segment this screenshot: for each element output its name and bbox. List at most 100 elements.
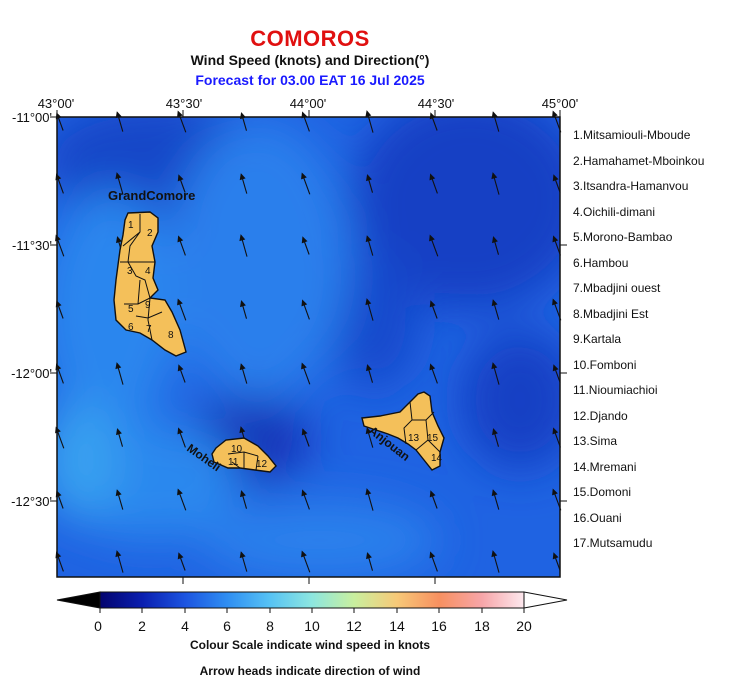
colorbar-tick: 0 (94, 618, 102, 634)
legend-item: 6.Hambou (573, 256, 629, 270)
legend-item: 9.Kartala (573, 332, 622, 346)
colorbar-tick: 6 (223, 618, 231, 634)
lon-label-45-00: 45°00' (541, 96, 579, 111)
wind-arrow-head (239, 551, 246, 559)
wind-arrow-head (491, 172, 498, 180)
region-number: 9 (145, 300, 151, 311)
wind-arrow-head (491, 489, 498, 497)
legend-item: 13.Sima (573, 434, 618, 448)
wind-arrow-head (429, 300, 436, 308)
region-number: 4 (145, 266, 151, 277)
region-number: 13 (408, 433, 420, 444)
wind-arrow-head (429, 234, 435, 242)
colorbar-tick: 18 (474, 618, 490, 634)
region-number: 15 (427, 433, 439, 444)
region-number: 6 (128, 322, 134, 333)
wind-arrow-head (177, 552, 184, 560)
wind-arrow-head (177, 298, 183, 306)
legend-item: 7.Mbadjini ouest (573, 281, 661, 295)
wind-arrow-head (552, 174, 559, 182)
lon-label-43-00: 43°00' (37, 96, 75, 111)
wind-arrow-head (365, 235, 372, 243)
legend-item: 11.Nioumiachioi (573, 383, 658, 397)
colorbar: 0 2 4 6 8 10 12 14 16 18 20 (56, 591, 568, 634)
wind-arrow-head (552, 552, 559, 560)
moheli-island (211, 437, 277, 473)
legend-item: 12.Djando (573, 409, 628, 423)
wind-arrow-head (366, 364, 372, 372)
forecast-time: Forecast for 03.00 EAT 16 Jul 2025 (195, 72, 425, 88)
wind-arrow-head (115, 362, 122, 370)
wind-arrows (55, 110, 562, 573)
wind-arrow-head (301, 236, 308, 244)
wind-arrow-head (491, 362, 498, 370)
region-number: 1 (128, 220, 134, 231)
colorbar-tick: 20 (516, 618, 532, 634)
legend-item: 16.Ouani (573, 511, 622, 525)
anjouan-island (361, 391, 445, 471)
wind-arrow-head (301, 489, 308, 497)
map-subtitle: Wind Speed (knots) and Direction(°) (190, 52, 430, 68)
legend-item: 8.Mbadjini Est (573, 307, 649, 321)
region-number: 3 (127, 266, 133, 277)
wind-arrow-head (365, 110, 372, 118)
wind-arrow-head (492, 428, 498, 436)
legend-item: 1.Mitsamiouli-Mboude (573, 128, 691, 142)
wind-arrow-head (429, 363, 436, 371)
region-number: 12 (256, 459, 268, 470)
wind-arrow-head (365, 427, 372, 435)
region-number: 2 (147, 228, 153, 239)
map-frame (50, 110, 567, 584)
wind-arrow-head (365, 298, 372, 306)
legend-item: 5.Morono-Bambao (573, 230, 673, 244)
wind-arrow-head (552, 298, 558, 306)
grand-comore-label: GrandComore (108, 188, 195, 203)
region-number: 7 (146, 324, 152, 335)
legend-item: 4.Oichili-dimani (573, 205, 656, 219)
colorbar-tick: 10 (304, 618, 320, 634)
wind-arrow-head (239, 363, 246, 371)
wind-arrow-head (240, 490, 246, 498)
wind-arrow-head (552, 235, 559, 243)
wind-arrow-head (552, 110, 558, 118)
wind-arrow-head (177, 427, 184, 435)
wind-arrow-head (552, 427, 559, 435)
wind-arrow-head (552, 488, 558, 496)
lat-label-11-00: -11°00' (12, 110, 52, 125)
region-number: 10 (231, 444, 243, 455)
legend-item: 3.Itsandra-Hamanvou (573, 179, 689, 193)
wind-arrow-head (177, 235, 184, 243)
legend-item: 17.Mutsamudu (573, 536, 653, 550)
wind-arrow-head (492, 236, 498, 244)
wind-arrow-head (552, 364, 559, 372)
wind-arrow-head (491, 550, 498, 558)
colorbar-tick: 12 (346, 618, 362, 634)
wind-arrow-head (366, 174, 372, 182)
legend-item: 14.Mremani (573, 460, 637, 474)
wind-arrow-head (429, 490, 436, 498)
map-title: COMOROS (250, 26, 370, 51)
wind-arrow-head (177, 364, 184, 372)
wind-arrow-head (177, 110, 183, 118)
wind-arrow-head (301, 362, 307, 370)
lon-label-44-00: 44°00' (289, 96, 327, 111)
wind-arrow-head (491, 299, 498, 307)
colorbar-tick: 14 (389, 618, 405, 634)
region-number: 14 (431, 453, 443, 464)
lat-label-12-00: -12°00' (11, 366, 52, 381)
wind-arrow-head (177, 488, 183, 496)
lat-label-12-30: -12°30' (11, 494, 52, 509)
wind-arrow-head (239, 426, 246, 434)
wind-arrow-head (116, 236, 122, 244)
wind-arrow-head (115, 172, 122, 180)
region-number: 5 (128, 304, 134, 315)
lon-label-43-30: 43°30' (165, 96, 203, 111)
lat-label-11-30: -11°30' (12, 238, 52, 253)
wind-arrow-head (301, 428, 308, 436)
region-number: 8 (168, 330, 174, 341)
legend-item: 15.Domoni (573, 485, 632, 499)
colorbar-tick: 2 (138, 618, 146, 634)
region-number: 11 (228, 457, 239, 468)
lon-label-44-30: 44°30' (417, 96, 455, 111)
wind-arrow-head (240, 300, 246, 308)
